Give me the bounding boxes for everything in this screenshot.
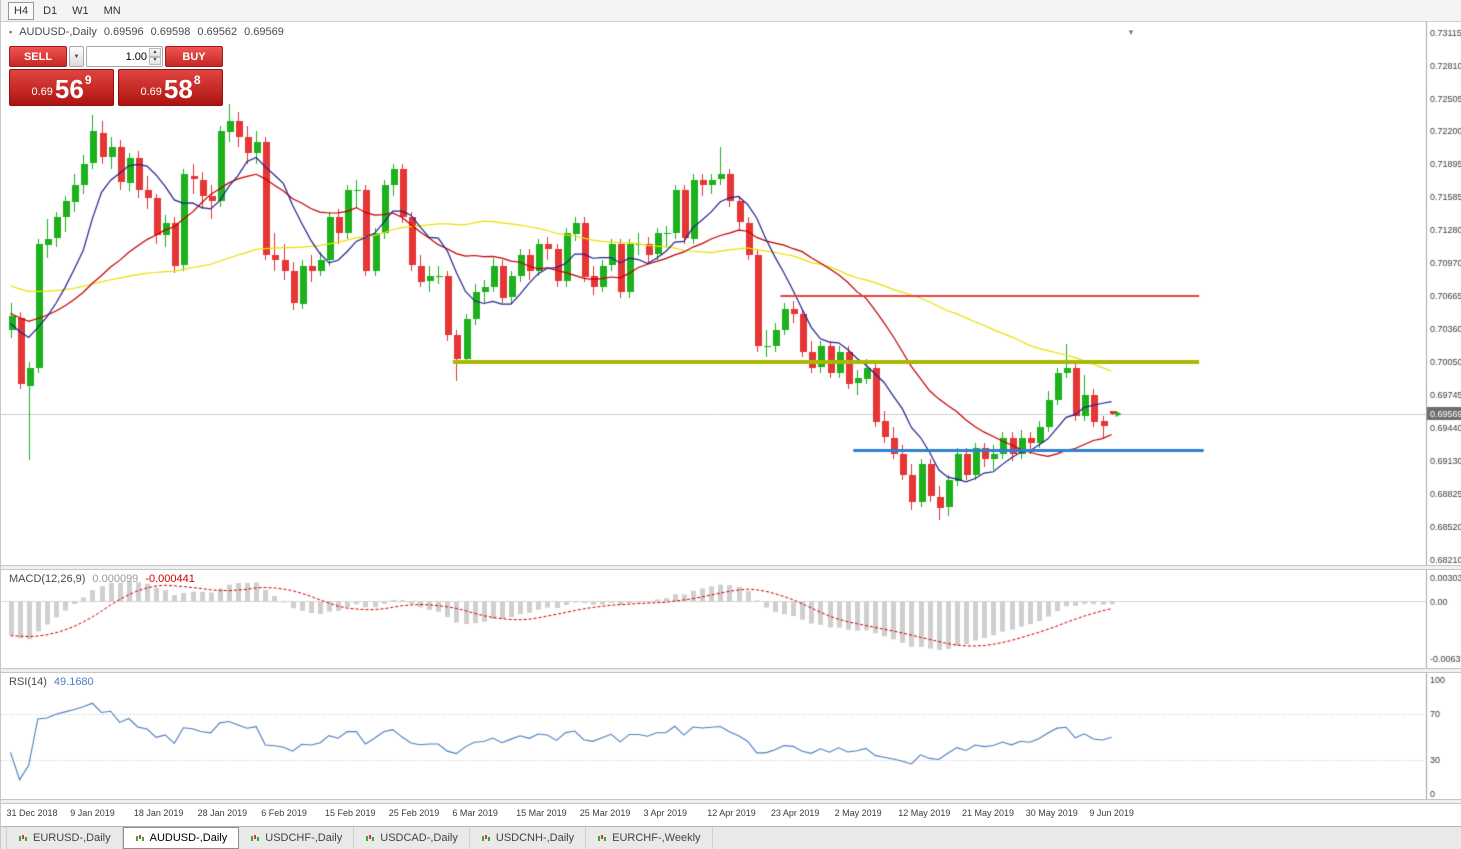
panel-resize-divider[interactable] bbox=[1, 565, 1461, 570]
tab-chart-icon bbox=[250, 833, 260, 843]
panel-resize-divider[interactable] bbox=[1, 668, 1461, 673]
timeframe-button-mn[interactable]: MN bbox=[98, 2, 127, 20]
sell-price-prefix: 0.69 bbox=[31, 86, 53, 98]
tab-label: USDCAD-,Daily bbox=[380, 832, 458, 844]
date-label: 6 Mar 2019 bbox=[452, 808, 498, 818]
sell-price-big-digits: 56 bbox=[54, 74, 84, 104]
volume-spinner: ▲ ▼ bbox=[149, 48, 161, 65]
date-label: 25 Feb 2019 bbox=[388, 808, 440, 818]
date-label: 2 May 2019 bbox=[834, 808, 882, 818]
timeframe-button-h4[interactable]: H4 bbox=[8, 1, 35, 20]
volume-spinner-down-icon[interactable]: ▼ bbox=[149, 56, 161, 65]
timeframe-toolbar: H4 D1 W1 MN bbox=[1, 0, 1461, 22]
panel-resize-divider[interactable] bbox=[1, 799, 1461, 804]
timeframe-button-d1[interactable]: D1 bbox=[37, 2, 63, 20]
sell-price-button[interactable]: 0.69 56 9 bbox=[9, 69, 114, 106]
tab-label: EURCHF-,Weekly bbox=[612, 832, 701, 844]
buy-price-big-digits: 58 bbox=[163, 74, 193, 104]
volume-spinner-up-icon[interactable]: ▲ bbox=[149, 48, 161, 57]
tab-chart-icon bbox=[135, 833, 145, 843]
tab-usdcad-daily[interactable]: USDCAD-,Daily bbox=[354, 827, 470, 849]
chart-open-value: 0.69596 bbox=[103, 26, 144, 38]
date-label: 21 May 2019 bbox=[962, 808, 1015, 818]
tab-usdchf-daily[interactable]: USDCHF-,Daily bbox=[239, 827, 355, 849]
tab-label: EURUSD-,Daily bbox=[33, 832, 111, 844]
chart-menu-chevron-icon[interactable]: ▼ bbox=[1127, 28, 1135, 37]
chart-high-value: 0.69598 bbox=[150, 26, 191, 38]
chart-symbol-label: AUDUSD-,Daily bbox=[19, 26, 97, 38]
one-click-trading-widget: SELL ▼ ▲ ▼ BUY 0.69 56 9 0.6 bbox=[9, 46, 223, 106]
date-label: 15 Feb 2019 bbox=[325, 808, 376, 818]
date-label: 31 Dec 2018 bbox=[6, 808, 58, 818]
candlestick-chart-canvas[interactable] bbox=[1, 22, 1461, 565]
date-label: 12 Apr 2019 bbox=[707, 808, 756, 818]
tab-audusd-daily[interactable]: AUDUSD-,Daily bbox=[122, 827, 240, 849]
macd-canvas[interactable] bbox=[1, 570, 1461, 668]
buy-price-button[interactable]: 0.69 58 8 bbox=[118, 69, 223, 106]
chart-close-value: 0.69569 bbox=[244, 26, 284, 38]
rsi-label: RSI(14) bbox=[9, 676, 47, 688]
date-label: 15 Mar 2019 bbox=[516, 808, 567, 818]
chart-low-value: 0.69562 bbox=[197, 26, 238, 38]
tab-usdcnh-daily[interactable]: USDCNH-,Daily bbox=[470, 827, 587, 849]
tab-label: AUDUSD-,Daily bbox=[149, 832, 228, 844]
volume-field-wrap: ▲ ▼ bbox=[86, 46, 163, 67]
chart-bullet-icon: ▪ bbox=[9, 27, 13, 37]
tab-eurusd-daily[interactable]: EURUSD-,Daily bbox=[6, 827, 123, 849]
rsi-panel: RSI(14) 49.1680 bbox=[1, 673, 1461, 799]
tab-chart-icon bbox=[18, 833, 28, 843]
buy-price-pipette: 8 bbox=[193, 73, 201, 87]
chart-title: ▪ AUDUSD-,Daily 0.69596 0.69598 0.69562 … bbox=[9, 26, 284, 38]
date-label: 23 Apr 2019 bbox=[770, 808, 820, 818]
macd-panel: MACD(12,26,9) 0.000099 -0.000441 bbox=[1, 570, 1461, 668]
date-label: 6 Feb 2019 bbox=[261, 808, 307, 818]
macd-main-value: 0.000099 bbox=[92, 573, 139, 585]
date-label: 9 Jun 2019 bbox=[1089, 808, 1134, 818]
tab-chart-icon bbox=[365, 833, 375, 843]
volume-input[interactable] bbox=[87, 47, 162, 67]
timeframe-button-w1[interactable]: W1 bbox=[66, 2, 95, 20]
macd-header: MACD(12,26,9) 0.000099 -0.000441 bbox=[9, 573, 195, 585]
macd-signal-value: -0.000441 bbox=[145, 573, 195, 585]
tab-eurchf-weekly[interactable]: EURCHF-,Weekly bbox=[586, 827, 713, 849]
tab-label: USDCHF-,Daily bbox=[265, 832, 343, 844]
buy-button[interactable]: BUY bbox=[165, 46, 223, 67]
rsi-canvas[interactable] bbox=[1, 673, 1461, 799]
sell-button[interactable]: SELL bbox=[9, 46, 67, 67]
date-label: 25 Mar 2019 bbox=[579, 808, 631, 818]
rsi-value: 49.1680 bbox=[53, 676, 94, 688]
date-label: 18 Jan 2019 bbox=[133, 808, 184, 818]
date-label: 28 Jan 2019 bbox=[197, 808, 248, 818]
tab-chart-icon bbox=[481, 833, 491, 843]
macd-label: MACD(12,26,9) bbox=[9, 573, 86, 585]
date-label: 9 Jan 2019 bbox=[70, 808, 115, 818]
time-axis[interactable]: 31 Dec 2018 9 Jan 2019 18 Jan 2019 28 Jan 2… bbox=[1, 804, 1461, 826]
sell-price-pipette: 9 bbox=[84, 73, 92, 87]
rsi-header: RSI(14) 49.1680 bbox=[9, 676, 94, 688]
buy-price-prefix: 0.69 bbox=[140, 86, 162, 98]
volume-dropdown-button[interactable]: ▼ bbox=[69, 46, 84, 67]
chart-tab-bar: EURUSD-,Daily AUDUSD-,Daily USDCHF-,Dail… bbox=[1, 826, 1461, 849]
date-label: 30 May 2019 bbox=[1025, 808, 1078, 818]
tab-label: USDCNH-,Daily bbox=[495, 832, 575, 844]
tab-chart-icon bbox=[597, 833, 607, 843]
date-label: 3 Apr 2019 bbox=[643, 808, 688, 818]
main-chart-panel: ▪ AUDUSD-,Daily 0.69596 0.69598 0.69562 … bbox=[1, 22, 1461, 565]
date-label: 12 May 2019 bbox=[898, 808, 951, 818]
